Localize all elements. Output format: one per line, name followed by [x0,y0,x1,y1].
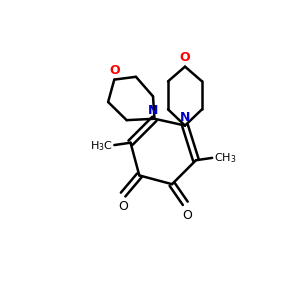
Text: O: O [118,200,128,213]
Text: CH$_3$: CH$_3$ [214,151,236,165]
Text: O: O [180,51,190,64]
Text: O: O [182,208,192,222]
Text: H$_3$C: H$_3$C [90,139,113,153]
Text: N: N [180,111,190,124]
Text: N: N [148,104,158,117]
Text: O: O [109,64,120,77]
